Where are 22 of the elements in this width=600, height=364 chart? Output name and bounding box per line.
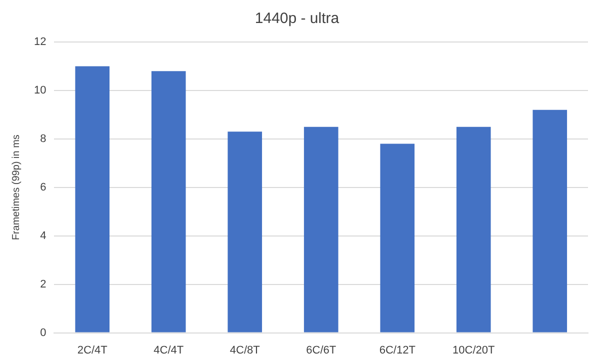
y-tick-label: 2 (40, 278, 46, 290)
y-tick-label: 0 (40, 326, 46, 339)
x-tick-label: 4C/4T (154, 344, 184, 356)
bar (151, 71, 186, 332)
y-tick-label: 12 (34, 36, 46, 48)
chart-title: 1440p - ultra (254, 10, 340, 28)
bar (75, 66, 110, 332)
bar (228, 132, 262, 332)
x-tick-label: 10C/20T (452, 344, 495, 356)
bar (380, 144, 415, 332)
y-tick-label: 4 (40, 230, 46, 242)
y-tick-label: 6 (40, 181, 46, 194)
bar (532, 110, 568, 332)
x-tick-label: 6C/12T (379, 344, 416, 356)
y-axis-title: Frametimes (99p) in ms (10, 134, 22, 240)
bar (304, 126, 338, 332)
bar (456, 126, 491, 332)
x-tick-label: 2C/4T (77, 344, 108, 356)
y-tick-label: 8 (40, 132, 46, 145)
x-tick-label: 6C/6T (306, 344, 336, 356)
x-tick-label: 4C/8T (230, 344, 260, 356)
y-tick-label: 10 (34, 84, 46, 96)
